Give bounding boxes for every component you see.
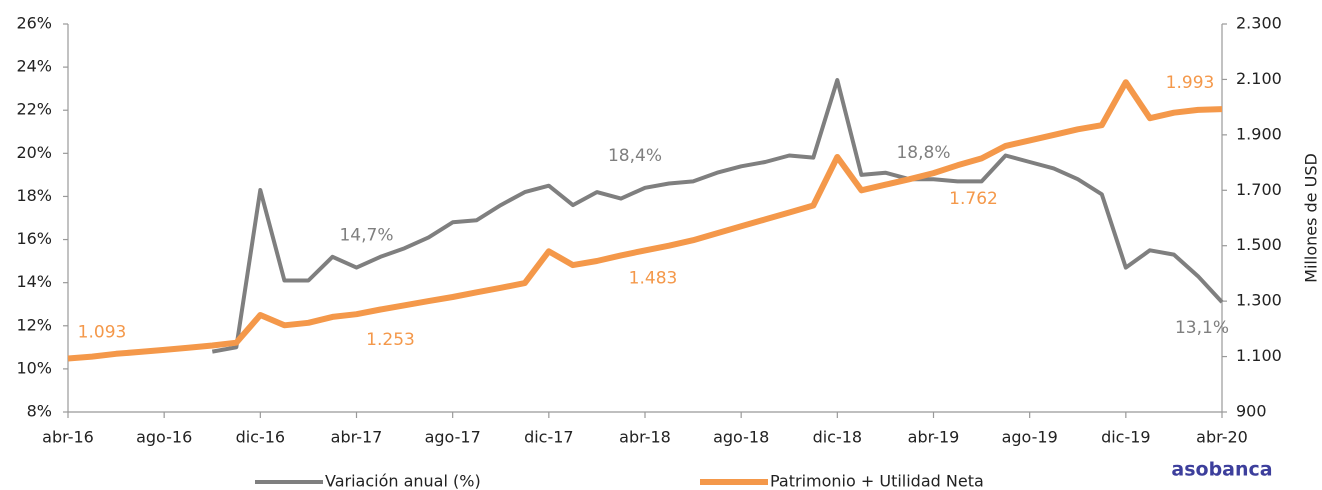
y2-tick-label: 1.300 [1236,291,1282,310]
data-label: 14,7% [339,226,393,246]
y2-axis-label: Millones de USD [1302,153,1321,283]
y2-tick-label: 1.500 [1236,235,1282,254]
y2-tick-label: 2.100 [1236,69,1282,88]
x-tick-label: abr-19 [908,428,960,447]
y-tick-label: 22% [16,100,52,119]
x-tick-label: abr-16 [42,428,94,447]
y2-tick-label: 1.100 [1236,346,1282,365]
data-label: 18,4% [608,146,662,166]
logo: asobanca [1171,459,1272,481]
data-label: 18,8% [896,143,950,163]
data-label: 1.483 [629,268,678,288]
x-tick-label: dic-17 [524,428,574,447]
data-label: 1.253 [366,330,415,350]
y-tick-label: 20% [16,143,52,162]
y-tick-label: 8% [27,402,52,421]
x-tick-label: dic-18 [813,428,863,447]
x-tick-label: ago-16 [136,428,192,447]
y2-tick-label: 1.700 [1236,180,1282,199]
y-tick-label: 10% [16,358,52,377]
y-tick-label: 12% [16,315,52,334]
data-label: 1.093 [78,323,127,343]
legend-label: Patrimonio + Utilidad Neta [770,472,984,490]
y-tick-label: 24% [16,57,52,76]
y2-tick-label: 1.900 [1236,124,1282,143]
x-tick-label: abr-17 [331,428,383,447]
data-label: 13,1% [1175,318,1229,338]
x-tick-label: dic-16 [236,428,286,447]
y-tick-label: 16% [16,229,52,248]
y-tick-label: 18% [16,186,52,205]
x-tick-label: ago-17 [425,428,481,447]
y-tick-label: 14% [16,272,52,291]
y2-tick-label: 900 [1236,402,1267,421]
series-line [67,79,1223,362]
y2-tick-label: 2.300 [1236,14,1282,33]
x-tick-label: ago-18 [713,428,769,447]
legend-label: Variación anual (%) [325,472,481,490]
x-tick-label: dic-19 [1101,428,1151,447]
x-tick-label: ago-19 [1002,428,1058,447]
x-tick-label: abr-20 [1196,428,1248,447]
x-tick-label: abr-18 [619,428,671,447]
data-label: 1.762 [949,189,998,209]
data-label: 1.993 [1166,73,1215,93]
y-tick-label: 26% [16,14,52,33]
series-line [211,78,1224,354]
